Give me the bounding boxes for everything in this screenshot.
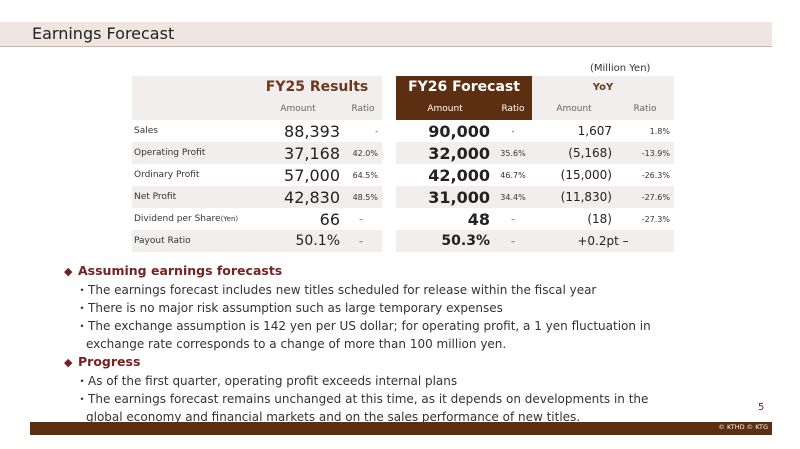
progress-heading: ◆ Progress xyxy=(64,353,764,372)
row-label: Payout Ratio xyxy=(134,236,191,246)
diamond-icon: ◆ xyxy=(64,265,73,278)
table-subheader-row: Amount Ratio Amount Ratio Amount Ratio xyxy=(132,98,674,120)
fy26-ratio: - xyxy=(511,126,515,136)
fy25-ratio: 64.5% xyxy=(352,170,378,180)
fy26-amount-subheader: Amount xyxy=(396,98,494,120)
fy26-ratio: – xyxy=(511,236,515,246)
yoy-amount: 1,607 xyxy=(577,124,612,138)
row-label: Sales xyxy=(134,126,158,136)
table-row: Sales 88,393 - 90,000 - 1,607 1.8% xyxy=(132,120,674,142)
table-row: Net Profit 42,830 48.5% 31,000 34.4% (11… xyxy=(132,186,674,208)
row-label-text: Dividend per Share xyxy=(134,214,221,224)
fy26-amount: 48 xyxy=(467,209,490,229)
yoy-amount: (5,168) xyxy=(568,146,612,160)
fy26-amount: 42,000 xyxy=(428,165,490,185)
row-label: Operating Profit xyxy=(134,148,206,158)
list-item: ・The exchange assumption is 142 yen per … xyxy=(76,319,651,333)
yoy-ratio: -27.6% xyxy=(641,192,670,202)
fy25-amount: 88,393 xyxy=(284,121,340,141)
fy25-amount: 42,830 xyxy=(284,187,340,207)
fy25-amount-subheader: Amount xyxy=(252,98,344,120)
list-item: ・There is no major risk assumption such … xyxy=(76,301,503,315)
list-item: ・The earnings forecast includes new titl… xyxy=(76,283,597,297)
fy26-ratio-subheader: Ratio xyxy=(494,98,532,120)
yoy-ratio: -26.3% xyxy=(641,170,670,180)
fy26-amount: 31,000 xyxy=(428,187,490,207)
yoy-merged: +0.2pt – xyxy=(577,234,629,248)
list-item-continuation: exchange rate corresponds to a change of… xyxy=(86,337,507,351)
fy25-amount: 66 xyxy=(319,209,340,229)
earnings-table: FY25 Results FY26 Forecast YoY Amount Ra… xyxy=(132,76,674,252)
row-label-suffix: (Yen) xyxy=(220,215,239,223)
unit-label: (Million Yen) xyxy=(590,63,651,74)
list-item-continuation: global economy and financial markets and… xyxy=(86,410,581,424)
fy25-ratio: 42.0% xyxy=(352,148,378,158)
yoy-amount-subheader: Amount xyxy=(532,98,616,120)
fy26-amount: 90,000 xyxy=(428,121,490,141)
table-row: Payout Ratio 50.1% – 50.3% – +0.2pt – xyxy=(132,230,674,252)
fy26-amount: 32,000 xyxy=(428,143,490,163)
list-item: ・The earnings forecast remains unchanged… xyxy=(76,392,649,406)
table-header-row: FY25 Results FY26 Forecast YoY xyxy=(132,76,674,98)
yoy-amount: (15,000) xyxy=(560,168,612,182)
fy25-amount: 57,000 xyxy=(284,165,340,185)
fy26-ratio: – xyxy=(511,214,515,224)
page-title: Earnings Forecast xyxy=(32,24,175,43)
fy26-ratio: 34.4% xyxy=(500,192,526,202)
list-item: ・As of the first quarter, operating prof… xyxy=(76,374,458,388)
fy25-ratio: - xyxy=(375,126,378,136)
footer-bar: © KTHD © KTG xyxy=(30,422,772,435)
table-row: Ordinary Profit 57,000 64.5% 42,000 46.7… xyxy=(132,164,674,186)
yoy-ratio-subheader: Ratio xyxy=(616,98,674,120)
row-label: Net Profit xyxy=(134,192,177,202)
fy26-ratio: 46.7% xyxy=(500,170,526,180)
fy26-ratio: 35.6% xyxy=(500,148,526,158)
yoy-ratio: -27.3% xyxy=(641,214,670,224)
fy25-ratio: – xyxy=(359,236,363,246)
fy25-ratio: – xyxy=(359,214,363,224)
fy26-amount: 50.3% xyxy=(441,233,490,249)
fy26-header: FY26 Forecast xyxy=(396,76,532,98)
table-row: Dividend per Share(Yen) 66 – 48 – (18) -… xyxy=(132,208,674,230)
page-number: 5 xyxy=(758,402,765,413)
row-label: Ordinary Profit xyxy=(134,170,200,180)
table-row: Operating Profit 37,168 42.0% 32,000 35.… xyxy=(132,142,674,164)
yoy-ratio: 1.8% xyxy=(649,126,670,136)
title-bar: Earnings Forecast xyxy=(0,22,772,47)
fy25-amount: 50.1% xyxy=(295,233,340,249)
yoy-amount: (11,830) xyxy=(560,190,612,204)
notes-section: ◆ Assuming earnings forecasts ・The earnin… xyxy=(64,262,764,426)
fy25-ratio: 48.5% xyxy=(352,192,378,202)
diamond-icon: ◆ xyxy=(64,356,73,369)
yoy-amount: (18) xyxy=(587,212,612,226)
fy25-amount: 37,168 xyxy=(284,143,340,163)
assumptions-heading: ◆ Assuming earnings forecasts xyxy=(64,262,764,281)
copyright: © KTHD © KTG xyxy=(718,423,768,431)
yoy-ratio: -13.9% xyxy=(641,148,670,158)
fy25-header: FY25 Results xyxy=(252,76,382,98)
row-label: Dividend per Share(Yen) xyxy=(132,208,252,230)
fy25-ratio-subheader: Ratio xyxy=(344,98,382,120)
yoy-header: YoY xyxy=(532,76,674,98)
